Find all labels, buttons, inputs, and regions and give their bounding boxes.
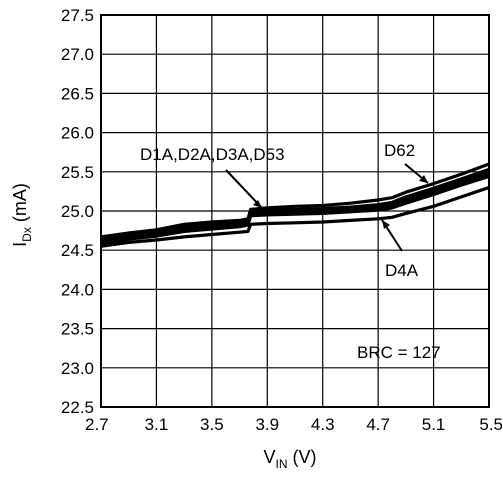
x-tick-label: 4.7 — [366, 415, 390, 434]
annotation-d4a-label: D4A — [385, 261, 419, 280]
x-tick-label: 3.5 — [200, 415, 224, 434]
y-tick-label: 24.0 — [61, 280, 94, 299]
annotation-group-leader — [225, 169, 263, 209]
x-tick-label: 5.5 — [479, 415, 503, 434]
x-axis-title: VIN (V) — [263, 447, 316, 471]
y-tick-label: 24.5 — [61, 241, 94, 260]
annotation-d62-arrowhead — [419, 175, 428, 183]
plot-frame — [100, 14, 490, 408]
y-axis-title: IDx (mA) — [10, 183, 34, 247]
annotation-group-label: D1A,D2A,D3A,D53 — [140, 145, 285, 164]
x-tick-label: 3.1 — [145, 415, 169, 434]
y-tick-label: 25.5 — [61, 163, 94, 182]
y-tick-label: 26.0 — [61, 124, 94, 143]
x-tick-label: 2.7 — [85, 415, 109, 434]
annotation-d62-label: D62 — [384, 141, 415, 160]
y-tick-label: 23.0 — [61, 359, 94, 378]
y-tick-labels: 27.5 27.0 26.5 26.0 25.5 25.0 24.5 24.0 23.5 23.0… — [61, 6, 94, 417]
series-line-d53 — [101, 174, 489, 246]
x-tick-label: 4.3 — [311, 415, 335, 434]
y-tick-label: 23.5 — [61, 320, 94, 339]
y-tick-label: 22.5 — [61, 398, 94, 417]
y-tick-label: 26.5 — [61, 84, 94, 103]
x-tick-label: 5.1 — [422, 415, 446, 434]
series-group — [101, 162, 489, 248]
series-line-d62 — [101, 162, 489, 239]
x-tick-labels: 2.7 3.1 3.5 3.9 4.3 4.7 5.1 5.5 — [85, 415, 503, 434]
y-tick-label: 27.5 — [61, 6, 94, 25]
annotation-d4a-arrowhead — [382, 220, 390, 229]
annotation-group-arrowhead — [253, 200, 262, 208]
x-tick-label: 3.9 — [255, 415, 279, 434]
annotation-brc-label: BRC = 127 — [357, 343, 441, 362]
y-tick-label: 25.0 — [61, 202, 94, 221]
series-line-d4a — [101, 185, 489, 248]
y-tick-label: 27.0 — [61, 45, 94, 64]
